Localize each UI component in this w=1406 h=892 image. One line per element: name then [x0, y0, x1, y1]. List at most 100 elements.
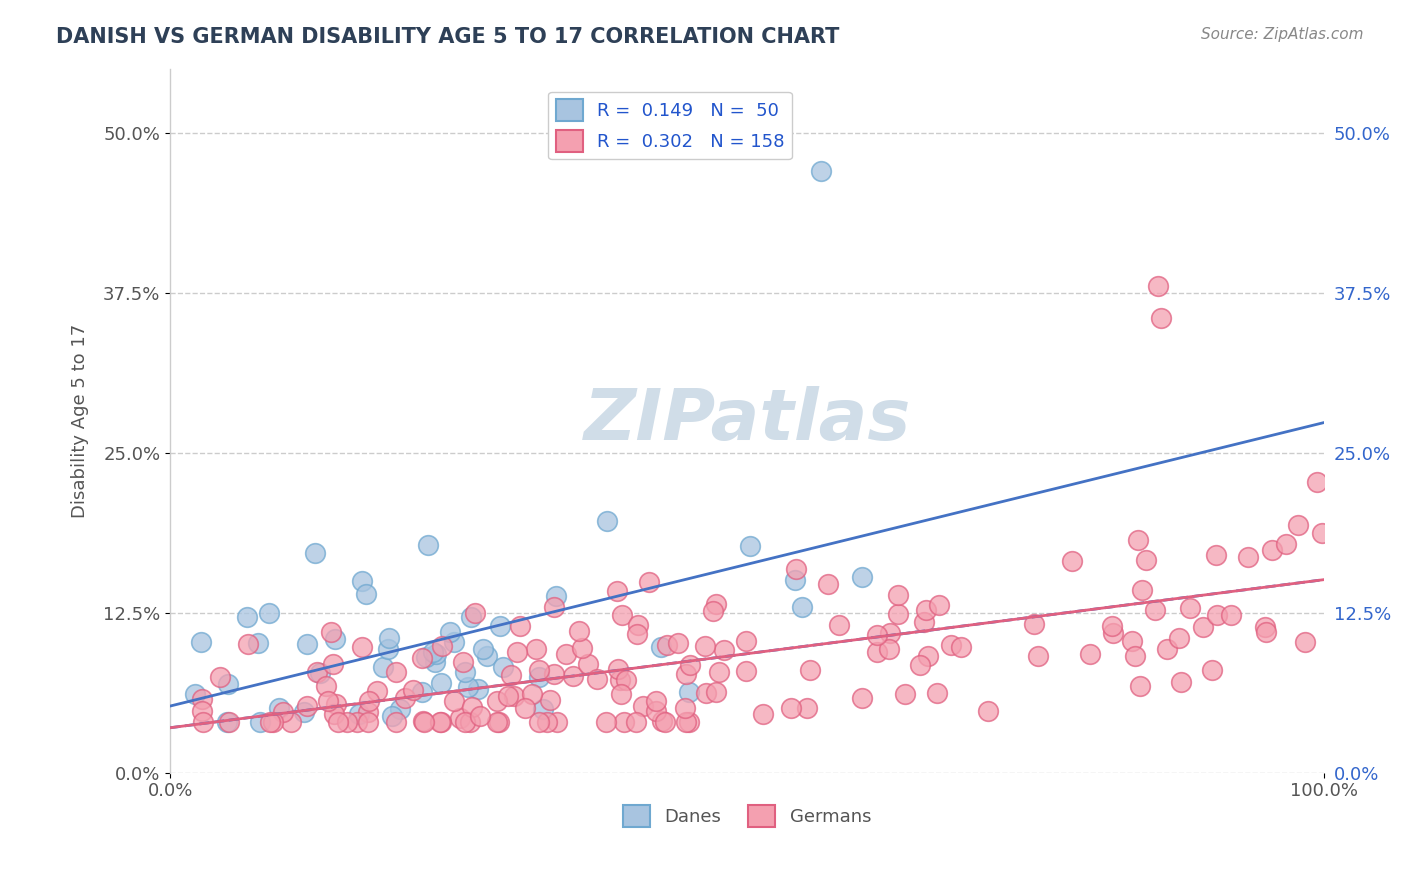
- Point: [586, 672, 609, 686]
- Text: ZIPatlas: ZIPatlas: [583, 386, 911, 455]
- Point: [790, 600, 813, 615]
- Point: [215, 714, 238, 729]
- Point: [626, 627, 648, 641]
- Point: [654, 714, 676, 729]
- Point: [489, 619, 512, 633]
- Point: [454, 714, 477, 729]
- Point: [471, 642, 494, 657]
- Point: [796, 701, 818, 715]
- Point: [1220, 607, 1243, 622]
- Point: [1275, 537, 1298, 551]
- Point: [492, 659, 515, 673]
- Point: [257, 606, 280, 620]
- Point: [336, 714, 359, 729]
- Point: [887, 607, 910, 622]
- Point: [496, 689, 519, 703]
- Point: [1305, 475, 1327, 489]
- Point: [191, 704, 214, 718]
- Point: [423, 655, 446, 669]
- Legend: Danes, Germans: Danes, Germans: [616, 797, 879, 834]
- Point: [309, 665, 332, 680]
- Point: [418, 538, 440, 552]
- Point: [246, 636, 269, 650]
- Point: [325, 632, 347, 646]
- Point: [505, 645, 527, 659]
- Point: [354, 587, 377, 601]
- Point: [346, 714, 368, 729]
- Point: [527, 714, 550, 729]
- Point: [894, 687, 917, 701]
- Point: [1130, 582, 1153, 597]
- Point: [184, 687, 207, 701]
- Point: [1135, 553, 1157, 567]
- Point: [735, 664, 758, 678]
- Point: [443, 694, 465, 708]
- Point: [879, 625, 901, 640]
- Point: [443, 635, 465, 649]
- Point: [702, 604, 724, 618]
- Point: [413, 714, 436, 729]
- Point: [315, 679, 337, 693]
- Point: [914, 603, 936, 617]
- Point: [1205, 607, 1227, 622]
- Point: [1192, 620, 1215, 634]
- Point: [388, 702, 411, 716]
- Point: [357, 714, 380, 729]
- Point: [543, 600, 565, 615]
- Point: [322, 657, 344, 672]
- Point: [381, 709, 404, 723]
- Point: [695, 686, 717, 700]
- Point: [262, 714, 284, 729]
- Point: [190, 635, 212, 649]
- Point: [1102, 626, 1125, 640]
- Point: [1146, 279, 1168, 293]
- Point: [851, 690, 873, 705]
- Point: [609, 673, 631, 688]
- Point: [645, 694, 668, 708]
- Point: [1310, 525, 1333, 540]
- Point: [305, 665, 328, 679]
- Point: [543, 667, 565, 681]
- Point: [949, 640, 972, 655]
- Point: [1201, 664, 1223, 678]
- Point: [925, 686, 948, 700]
- Point: [651, 714, 673, 728]
- Point: [704, 597, 727, 611]
- Point: [1170, 674, 1192, 689]
- Point: [325, 697, 347, 711]
- Point: [499, 668, 522, 682]
- Point: [316, 694, 339, 708]
- Point: [1178, 601, 1201, 615]
- Point: [475, 648, 498, 663]
- Text: Source: ZipAtlas.com: Source: ZipAtlas.com: [1201, 27, 1364, 42]
- Point: [527, 663, 550, 677]
- Point: [503, 689, 526, 703]
- Point: [610, 607, 633, 622]
- Point: [713, 643, 735, 657]
- Point: [912, 615, 935, 629]
- Point: [707, 665, 730, 679]
- Point: [538, 693, 561, 707]
- Point: [1080, 647, 1102, 661]
- Point: [1150, 311, 1173, 326]
- Point: [377, 632, 399, 646]
- Point: [675, 666, 697, 681]
- Point: [576, 657, 599, 672]
- Point: [752, 706, 775, 721]
- Point: [785, 562, 807, 576]
- Point: [208, 670, 231, 684]
- Point: [678, 714, 700, 729]
- Point: [536, 714, 558, 729]
- Point: [1101, 619, 1123, 633]
- Point: [1168, 631, 1191, 645]
- Point: [467, 681, 489, 696]
- Point: [610, 687, 633, 701]
- Point: [1121, 634, 1143, 648]
- Point: [678, 685, 700, 699]
- Point: [271, 705, 294, 719]
- Point: [650, 640, 672, 655]
- Point: [810, 164, 832, 178]
- Point: [851, 570, 873, 584]
- Point: [267, 700, 290, 714]
- Point: [457, 681, 479, 695]
